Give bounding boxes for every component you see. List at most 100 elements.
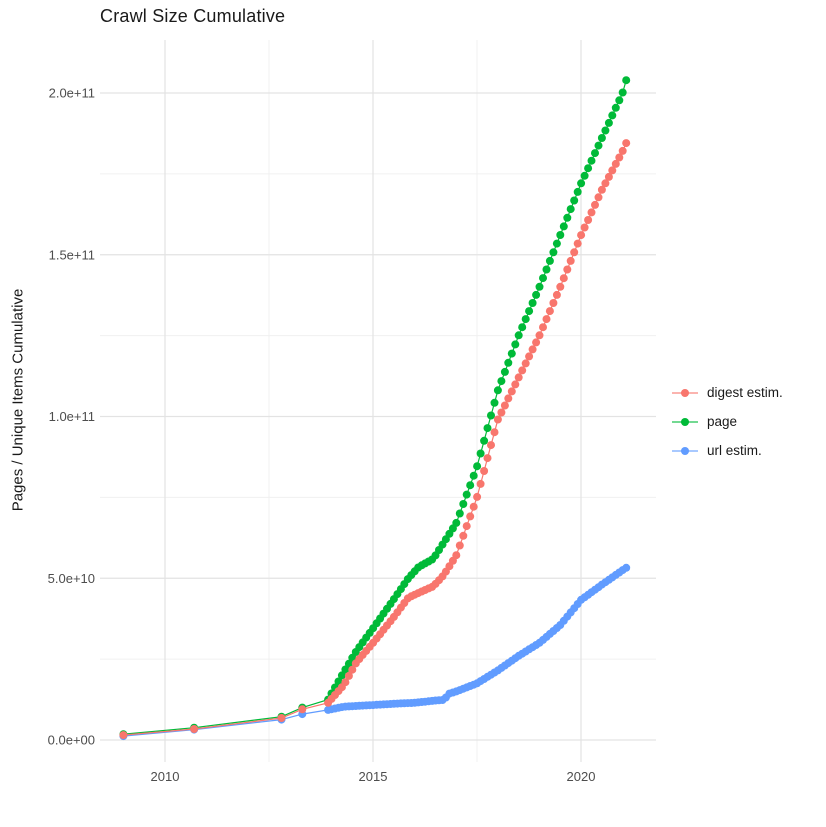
data-point (497, 377, 506, 386)
legend-key-dot (681, 388, 689, 397)
y-tick-label: 0.0e+00 (48, 733, 95, 748)
data-point (604, 172, 613, 181)
data-point (559, 274, 568, 283)
data-point (348, 665, 357, 674)
data-point (337, 671, 346, 680)
data-point (608, 111, 617, 120)
y-tick-label: 2.0e+11 (49, 86, 95, 101)
data-point (566, 205, 575, 214)
data-point (487, 441, 495, 450)
data-point (473, 492, 482, 501)
data-point (518, 366, 527, 375)
data-point (344, 659, 353, 668)
data-point (542, 265, 551, 274)
data-point (618, 88, 627, 97)
data-point (591, 149, 599, 158)
data-point (535, 331, 544, 340)
data-point (597, 134, 606, 142)
data-point (455, 541, 464, 550)
data-point (577, 179, 586, 188)
data-point (601, 179, 610, 188)
legend-key-dot (681, 446, 689, 455)
data-point (497, 408, 506, 417)
data-point (587, 156, 596, 165)
data-point (473, 462, 482, 471)
data-point (604, 118, 613, 127)
data-point (622, 139, 631, 148)
data-point (521, 315, 530, 324)
data-point (518, 323, 527, 332)
data-point (469, 502, 478, 511)
legend-key-icon (672, 415, 698, 429)
data-point (563, 265, 572, 274)
data-point (514, 373, 523, 382)
data-point (584, 164, 593, 173)
data-point (556, 282, 565, 291)
data-point (615, 153, 624, 162)
data-point (532, 338, 541, 347)
chart-title: Crawl Size Cumulative (100, 6, 286, 26)
data-point (573, 187, 582, 196)
data-point (542, 315, 551, 324)
data-point (452, 518, 461, 527)
series-line-url-estim- (123, 567, 627, 737)
x-tick-label: 2015 (359, 769, 388, 784)
data-point (493, 386, 502, 395)
data-point (504, 394, 513, 403)
data-point (570, 248, 579, 257)
data-point (462, 522, 471, 531)
data-point (480, 467, 489, 475)
legend-key-icon (672, 444, 698, 458)
y-tick-label: 1.5e+11 (49, 247, 95, 262)
data-point (577, 231, 586, 240)
data-point (573, 239, 582, 248)
data-point (514, 331, 523, 340)
data-point (487, 411, 495, 420)
data-point (476, 449, 485, 458)
data-point (552, 290, 561, 299)
data-point (490, 428, 499, 437)
series-points-url-estim- (119, 563, 631, 741)
data-point (622, 563, 631, 572)
data-point (539, 323, 547, 332)
data-point (459, 531, 468, 540)
data-point (584, 216, 593, 224)
data-point (552, 239, 561, 248)
legend-label: page (707, 414, 738, 429)
data-point (618, 146, 627, 155)
data-point (459, 500, 468, 508)
series-points-digest-estim- (119, 139, 631, 740)
data-point (580, 171, 589, 180)
data-point (500, 367, 509, 376)
data-point (483, 424, 492, 433)
data-point (611, 159, 620, 168)
data-point (532, 290, 541, 299)
data-point (528, 299, 537, 307)
data-point (570, 196, 579, 205)
data-point (511, 380, 520, 389)
data-point (452, 551, 461, 560)
data-point (277, 714, 286, 722)
data-point (608, 166, 617, 175)
x-tick-label: 2010 (151, 769, 180, 784)
data-point (559, 222, 568, 231)
data-point (466, 481, 475, 490)
data-point (525, 352, 534, 361)
data-point (119, 731, 128, 740)
data-point (298, 705, 307, 714)
legend-key-dot (681, 417, 689, 426)
data-point (563, 213, 572, 222)
data-point (483, 454, 492, 463)
data-point (480, 436, 489, 445)
data-point (549, 248, 558, 257)
data-point (594, 193, 603, 202)
data-point (525, 307, 534, 316)
data-point (549, 299, 558, 307)
data-point (493, 415, 502, 424)
data-point (507, 349, 516, 358)
legend-item: url estim. (672, 436, 783, 465)
legend-label: url estim. (707, 443, 762, 458)
x-tick-label: 2020 (567, 769, 596, 784)
y-tick-label: 1.0e+11 (49, 409, 95, 424)
